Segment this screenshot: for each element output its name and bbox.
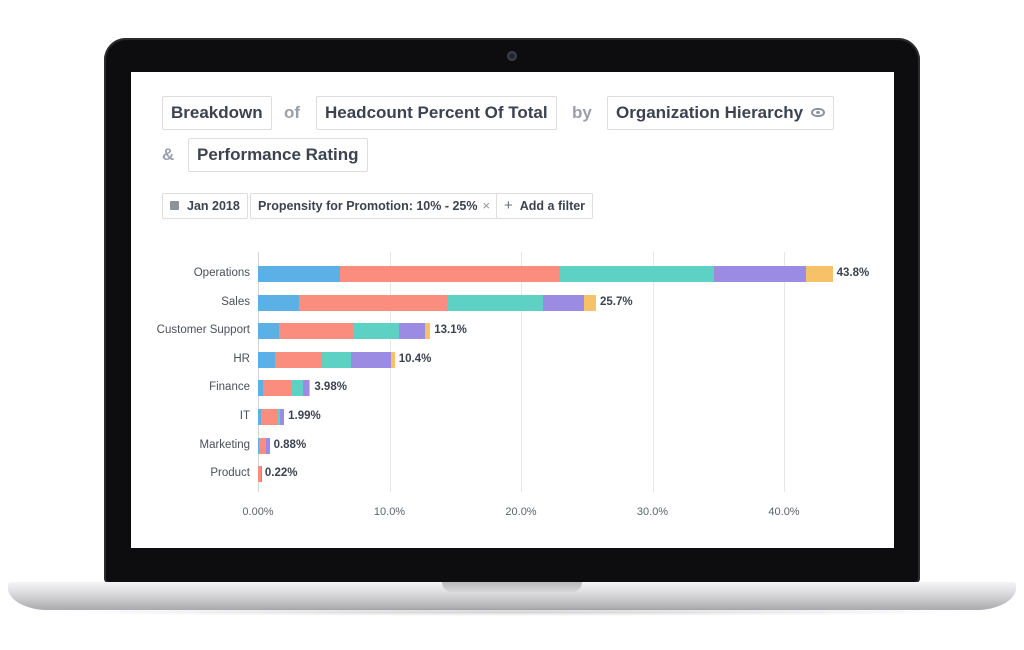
bar-total-label: 10.4%: [398, 352, 432, 365]
bar-segment[interactable]: [277, 409, 281, 425]
category-label: Customer Support: [156, 324, 250, 337]
dimension2-pill[interactable]: Performance Rating: [188, 138, 368, 172]
bar-segment[interactable]: [398, 323, 425, 340]
eye-icon[interactable]: [811, 108, 826, 117]
bar-segment[interactable]: [290, 380, 303, 397]
bar-segment[interactable]: [258, 323, 280, 340]
bar-segment[interactable]: [279, 323, 353, 340]
bar-segment[interactable]: [258, 351, 276, 368]
measure-pill[interactable]: Breakdown: [162, 96, 272, 130]
bar-total-label: 3.98%: [314, 381, 347, 394]
and-connector: &: [162, 145, 175, 164]
x-tick-label: 40.0%: [768, 506, 800, 518]
add-filter-button[interactable]: + Add a filter: [496, 193, 594, 219]
bar-segment[interactable]: [260, 409, 278, 425]
bar-segment[interactable]: [258, 380, 264, 397]
laptop-shadow: [40, 608, 984, 616]
category-label: HR: [233, 352, 250, 365]
bar-segment[interactable]: [275, 351, 323, 368]
laptop-notch: [442, 582, 582, 592]
bar-segment[interactable]: [258, 409, 261, 425]
bar-segment[interactable]: [302, 380, 310, 397]
bar-segment[interactable]: [309, 380, 311, 397]
bar-segment[interactable]: [263, 380, 291, 397]
bar-segment[interactable]: [322, 351, 352, 368]
gridline: [784, 252, 785, 492]
of-connector: of: [284, 103, 301, 122]
bar-segment[interactable]: [259, 437, 265, 454]
bar-segment[interactable]: [258, 466, 261, 483]
bar-total-label: 0.88%: [273, 438, 307, 451]
bar-segment[interactable]: [258, 294, 299, 311]
gridline: [652, 252, 654, 492]
close-icon[interactable]: ×: [482, 198, 491, 213]
bar-segment[interactable]: [584, 294, 596, 311]
by-connector: by: [572, 103, 592, 122]
x-tick-label: 10.0%: [373, 506, 406, 518]
bar-total-label: 13.1%: [434, 324, 467, 337]
gridline: [521, 252, 522, 492]
category-label: Sales: [221, 295, 250, 308]
category-label: Marketing: [199, 438, 251, 451]
bar-segment[interactable]: [425, 323, 431, 340]
calendar-icon: [170, 201, 179, 210]
bar-total-label: 43.8%: [836, 267, 870, 279]
x-tick-label: 20.0%: [505, 506, 537, 518]
category-label: Operations: [193, 267, 250, 279]
bar-segment[interactable]: [390, 351, 395, 368]
x-tick-label: 30.0%: [636, 506, 669, 518]
category-label: IT: [239, 410, 250, 422]
bar-segment[interactable]: [265, 437, 270, 454]
bar-segment[interactable]: [298, 294, 448, 311]
bar-total-label: 25.7%: [599, 295, 633, 308]
gridline: [389, 252, 391, 492]
bar-segment[interactable]: [352, 323, 399, 340]
date-filter-chip[interactable]: Jan 2018: [162, 193, 248, 219]
camera-icon: [507, 51, 517, 61]
bar-segment[interactable]: [351, 351, 391, 368]
bar-segment[interactable]: [258, 266, 340, 282]
bar-segment[interactable]: [806, 266, 833, 282]
dimension1-pill[interactable]: Organization Hierarchy: [607, 96, 835, 130]
add-filter-label: Add a filter: [519, 199, 586, 213]
plus-icon: +: [504, 197, 513, 214]
propensity-filter-label: Propensity for Promotion: 10% - 25%: [258, 199, 478, 213]
category-label: Product: [210, 467, 250, 480]
bar-segment[interactable]: [714, 266, 807, 282]
bar-total-label: 1.99%: [288, 410, 321, 422]
bar-segment[interactable]: [543, 294, 585, 311]
metric-pill[interactable]: Headcount Percent Of Total: [316, 96, 557, 130]
bar-total-label: 0.22%: [264, 467, 298, 480]
bar-segment[interactable]: [280, 409, 285, 425]
date-filter-label: Jan 2018: [187, 199, 240, 213]
category-label: Finance: [209, 381, 250, 394]
bar-segment[interactable]: [447, 294, 544, 311]
y-axis-line: [258, 252, 259, 492]
propensity-filter-chip[interactable]: Propensity for Promotion: 10% - 25% ×: [250, 193, 499, 219]
x-tick-label: 0.00%: [242, 506, 274, 518]
bar-segment[interactable]: [264, 437, 266, 454]
bar-segment[interactable]: [258, 437, 260, 454]
dimension1-label: Organization Hierarchy: [616, 103, 804, 122]
bar-segment[interactable]: [339, 266, 561, 282]
bar-segment[interactable]: [560, 266, 715, 282]
